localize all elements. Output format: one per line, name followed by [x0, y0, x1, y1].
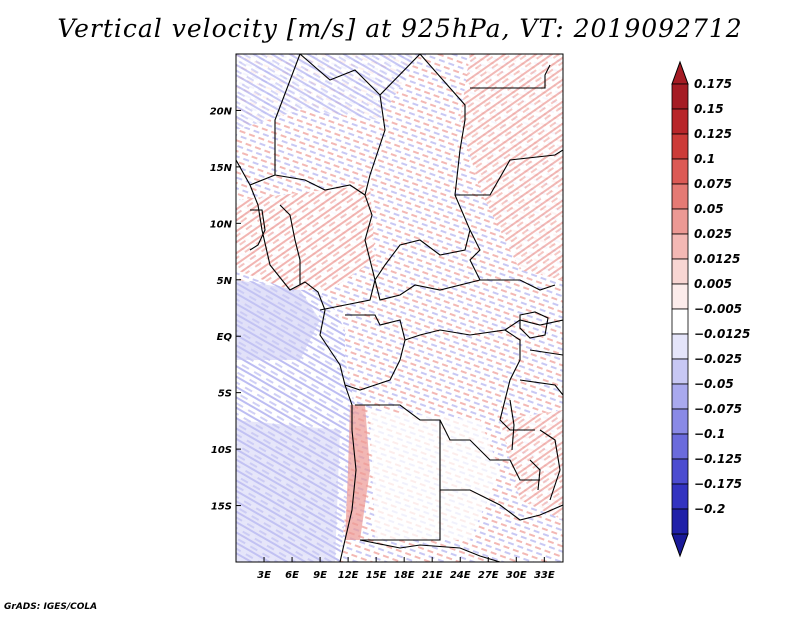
colorbar-swatch: [671, 383, 689, 410]
lon-tick-label: 33E: [534, 570, 555, 581]
colorbar-label: 0.1: [694, 152, 715, 166]
lat-tick-label: 10N: [210, 219, 233, 230]
lon-tick-label: 27E: [478, 570, 499, 581]
political-boundaries: [236, 54, 563, 562]
southern-ocean-subsidence: [236, 420, 340, 562]
colorbar-swatch: [671, 458, 689, 485]
lat-tick-label: 15S: [211, 502, 232, 513]
colorbar-swatch: [671, 283, 689, 310]
atlantic-coastline: [236, 159, 357, 562]
lat-tick-label: 10S: [211, 445, 232, 456]
lat-tick-label: 15N: [210, 163, 233, 174]
colorbar-bottom-arrow: [671, 533, 689, 558]
map-title: Vertical velocity [m/s] at 925hPa, VT: 2…: [57, 14, 743, 43]
colorbar-label: 0.005: [694, 277, 732, 291]
colorbar-swatch: [671, 358, 689, 385]
lon-tick-label: 15E: [366, 570, 387, 581]
sahara-subsidence-region: [236, 54, 420, 130]
colorbar-label: −0.2: [694, 502, 725, 516]
colorbar-swatch: [671, 433, 689, 460]
colorbar-label: 0.05: [694, 202, 724, 216]
colorbar-label: 0.075: [694, 177, 732, 191]
colorbar-label: 0.15: [694, 102, 724, 116]
colorbar-swatch: [671, 333, 689, 360]
colorbar-label: 0.175: [694, 77, 732, 91]
lon-tick-label: 12E: [338, 570, 359, 581]
map-frame: [235, 53, 564, 563]
latitude-axis: 20N 15N 10N 5N EQ 5S 10S 15S: [210, 106, 241, 513]
lon-tick-label: 3E: [257, 570, 271, 581]
colorbar-swatch: [671, 133, 689, 160]
lon-tick-label: 21E: [422, 570, 443, 581]
colorbar-label: −0.175: [694, 477, 742, 491]
colorbar-label: −0.025: [694, 352, 742, 366]
lon-tick-label: 6E: [285, 570, 299, 581]
colorbar-swatch: [671, 183, 689, 210]
colorbar: 0.175 0.15 0.125 0.1 0.075 0.05 0.025 0.0125 0.0…: [671, 60, 750, 558]
lon-tick-label: 30E: [506, 570, 527, 581]
colorbar-top-arrow: [671, 60, 689, 85]
vertical-velocity-field: [236, 54, 563, 562]
colorbar-label: −0.1: [694, 427, 725, 441]
rift-updraft-region: [500, 410, 563, 520]
gulf-of-guinea-field: [236, 280, 320, 360]
lat-tick-label: EQ: [217, 332, 233, 343]
lat-tick-label: 5S: [218, 389, 232, 400]
colorbar-swatch: [671, 108, 689, 135]
coastal-updraft-band: [345, 405, 370, 540]
colorbar-swatch: [671, 408, 689, 435]
colorbar-label: −0.05: [694, 377, 734, 391]
colorbar-label: −0.125: [694, 452, 742, 466]
southern-interior-field: [370, 410, 500, 540]
colorbar-swatch: [671, 508, 689, 535]
colorbar-label: 0.0125: [694, 252, 740, 266]
colorbar-swatch: [671, 308, 689, 335]
lon-tick-label: 24E: [450, 570, 471, 581]
colorbar-swatch: [671, 208, 689, 235]
colorbar-swatch: [671, 233, 689, 260]
colorbar-swatch: [671, 258, 689, 285]
colorbar-label: −0.075: [694, 402, 742, 416]
colorbar-swatch: [671, 483, 689, 510]
longitude-axis: 3E 6E 9E 12E 15E 18E 21E 24E 27E 30E 33E: [257, 557, 555, 581]
colorbar-label: 0.025: [694, 227, 732, 241]
east-sahel-updraft-region: [460, 54, 563, 280]
lat-tick-label: 5N: [217, 276, 233, 287]
colorbar-label: 0.125: [694, 127, 732, 141]
colorbar-label: −0.0125: [694, 327, 750, 341]
colorbar-swatch: [671, 158, 689, 185]
colorbar-swatch: [671, 83, 689, 110]
lat-tick-label: 20N: [210, 106, 233, 117]
grads-credit: GrADS: IGES/COLA: [4, 602, 98, 612]
central-basin-field: [380, 230, 520, 420]
lon-tick-label: 18E: [394, 570, 415, 581]
lon-tick-label: 9E: [313, 570, 327, 581]
west-africa-updraft-region: [236, 185, 375, 290]
colorbar-label: −0.005: [694, 302, 742, 316]
